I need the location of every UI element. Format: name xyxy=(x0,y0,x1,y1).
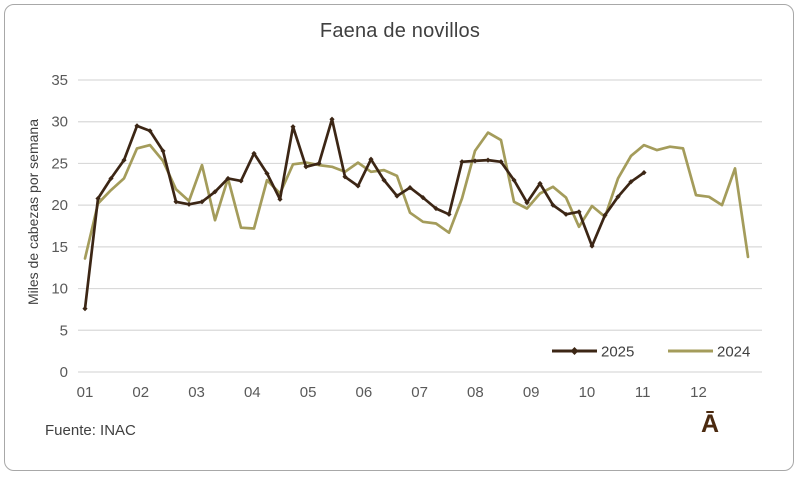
series-2025-marker xyxy=(381,177,387,183)
x-tick-label: 01 xyxy=(77,384,94,401)
series-2025-marker xyxy=(199,199,205,205)
series-2025-marker xyxy=(186,201,192,207)
series-2025-marker xyxy=(329,116,335,122)
series-2025-marker xyxy=(173,199,179,205)
x-tick-label: 03 xyxy=(188,384,205,401)
series-2025-marker xyxy=(511,177,517,183)
x-tick-label: 12 xyxy=(690,384,707,401)
series-2025-marker xyxy=(355,183,361,189)
series-2025-marker xyxy=(433,205,439,212)
series-2025-marker xyxy=(563,211,569,217)
series-2025-marker xyxy=(95,195,101,202)
series-2025-marker xyxy=(342,174,348,180)
series-2025-marker xyxy=(82,305,88,312)
series-2025-marker xyxy=(602,212,608,218)
x-tick-label: 04 xyxy=(244,384,261,401)
series-2025-marker xyxy=(394,193,400,199)
series-2025-marker xyxy=(550,202,556,208)
x-tick-label: 05 xyxy=(300,384,317,401)
series-2025-marker xyxy=(238,178,244,184)
y-tick-label: 15 xyxy=(51,239,68,256)
series-2024-line xyxy=(83,131,750,260)
series-2025-marker xyxy=(121,157,127,163)
series-2025-marker xyxy=(446,211,452,217)
series-2025-marker xyxy=(160,148,166,154)
x-tick-label: 10 xyxy=(579,384,596,401)
series-2025-marker xyxy=(134,123,140,129)
a-macron-watermark-icon: Ā xyxy=(701,410,720,438)
x-tick-label: 11 xyxy=(635,384,651,401)
series-2025-marker xyxy=(498,159,504,165)
legend-marker-2025 xyxy=(570,347,579,355)
series-2025-marker xyxy=(147,128,153,134)
x-tick-label: 06 xyxy=(356,384,373,401)
series-2025-marker xyxy=(459,159,465,165)
x-tick-label: 09 xyxy=(523,384,540,401)
y-tick-label: 25 xyxy=(51,155,68,172)
series-2025-marker xyxy=(576,209,582,215)
series-2025-marker xyxy=(212,189,218,195)
series-2025-marker xyxy=(316,160,322,167)
series-2025-marker xyxy=(537,180,543,187)
chart-title: Faena de novillos xyxy=(319,20,481,42)
series-2025-marker xyxy=(368,156,374,162)
x-tick-label: 08 xyxy=(467,384,484,401)
chart-frame xyxy=(4,4,794,471)
series-2025-marker xyxy=(524,200,530,206)
series-2025-marker xyxy=(407,185,413,191)
series-2025-marker xyxy=(420,195,426,201)
series-2025-marker xyxy=(615,194,621,200)
series-2025-marker xyxy=(264,170,270,177)
source-note: Fuente: INAC xyxy=(45,422,136,439)
legend-label-2024: 2024 xyxy=(717,344,750,361)
y-tick-label: 30 xyxy=(51,114,68,131)
x-tick-label: 02 xyxy=(132,384,149,401)
y-tick-label: 35 xyxy=(51,72,68,89)
series-2025-marker xyxy=(108,175,114,182)
series-2025-marker xyxy=(485,157,491,163)
y-tick-label: 10 xyxy=(51,281,68,298)
series-2025-marker xyxy=(251,150,257,157)
series-2025-marker xyxy=(472,158,478,164)
series-2025-marker xyxy=(290,124,296,130)
y-tick-label: 0 xyxy=(60,364,68,381)
legend-label-2025: 2025 xyxy=(601,344,634,361)
y-tick-label: 5 xyxy=(60,322,68,339)
series-2025-line xyxy=(83,117,646,310)
x-tick-label: 07 xyxy=(411,384,428,401)
series-2025-marker xyxy=(628,179,634,185)
series-2025-marker xyxy=(641,170,647,176)
y-tick-label: 20 xyxy=(51,197,68,214)
series-2025-marker xyxy=(589,243,595,249)
series-2025-marker xyxy=(277,196,283,202)
series-2025-marker xyxy=(303,164,309,170)
series-2025-marker xyxy=(225,175,231,182)
